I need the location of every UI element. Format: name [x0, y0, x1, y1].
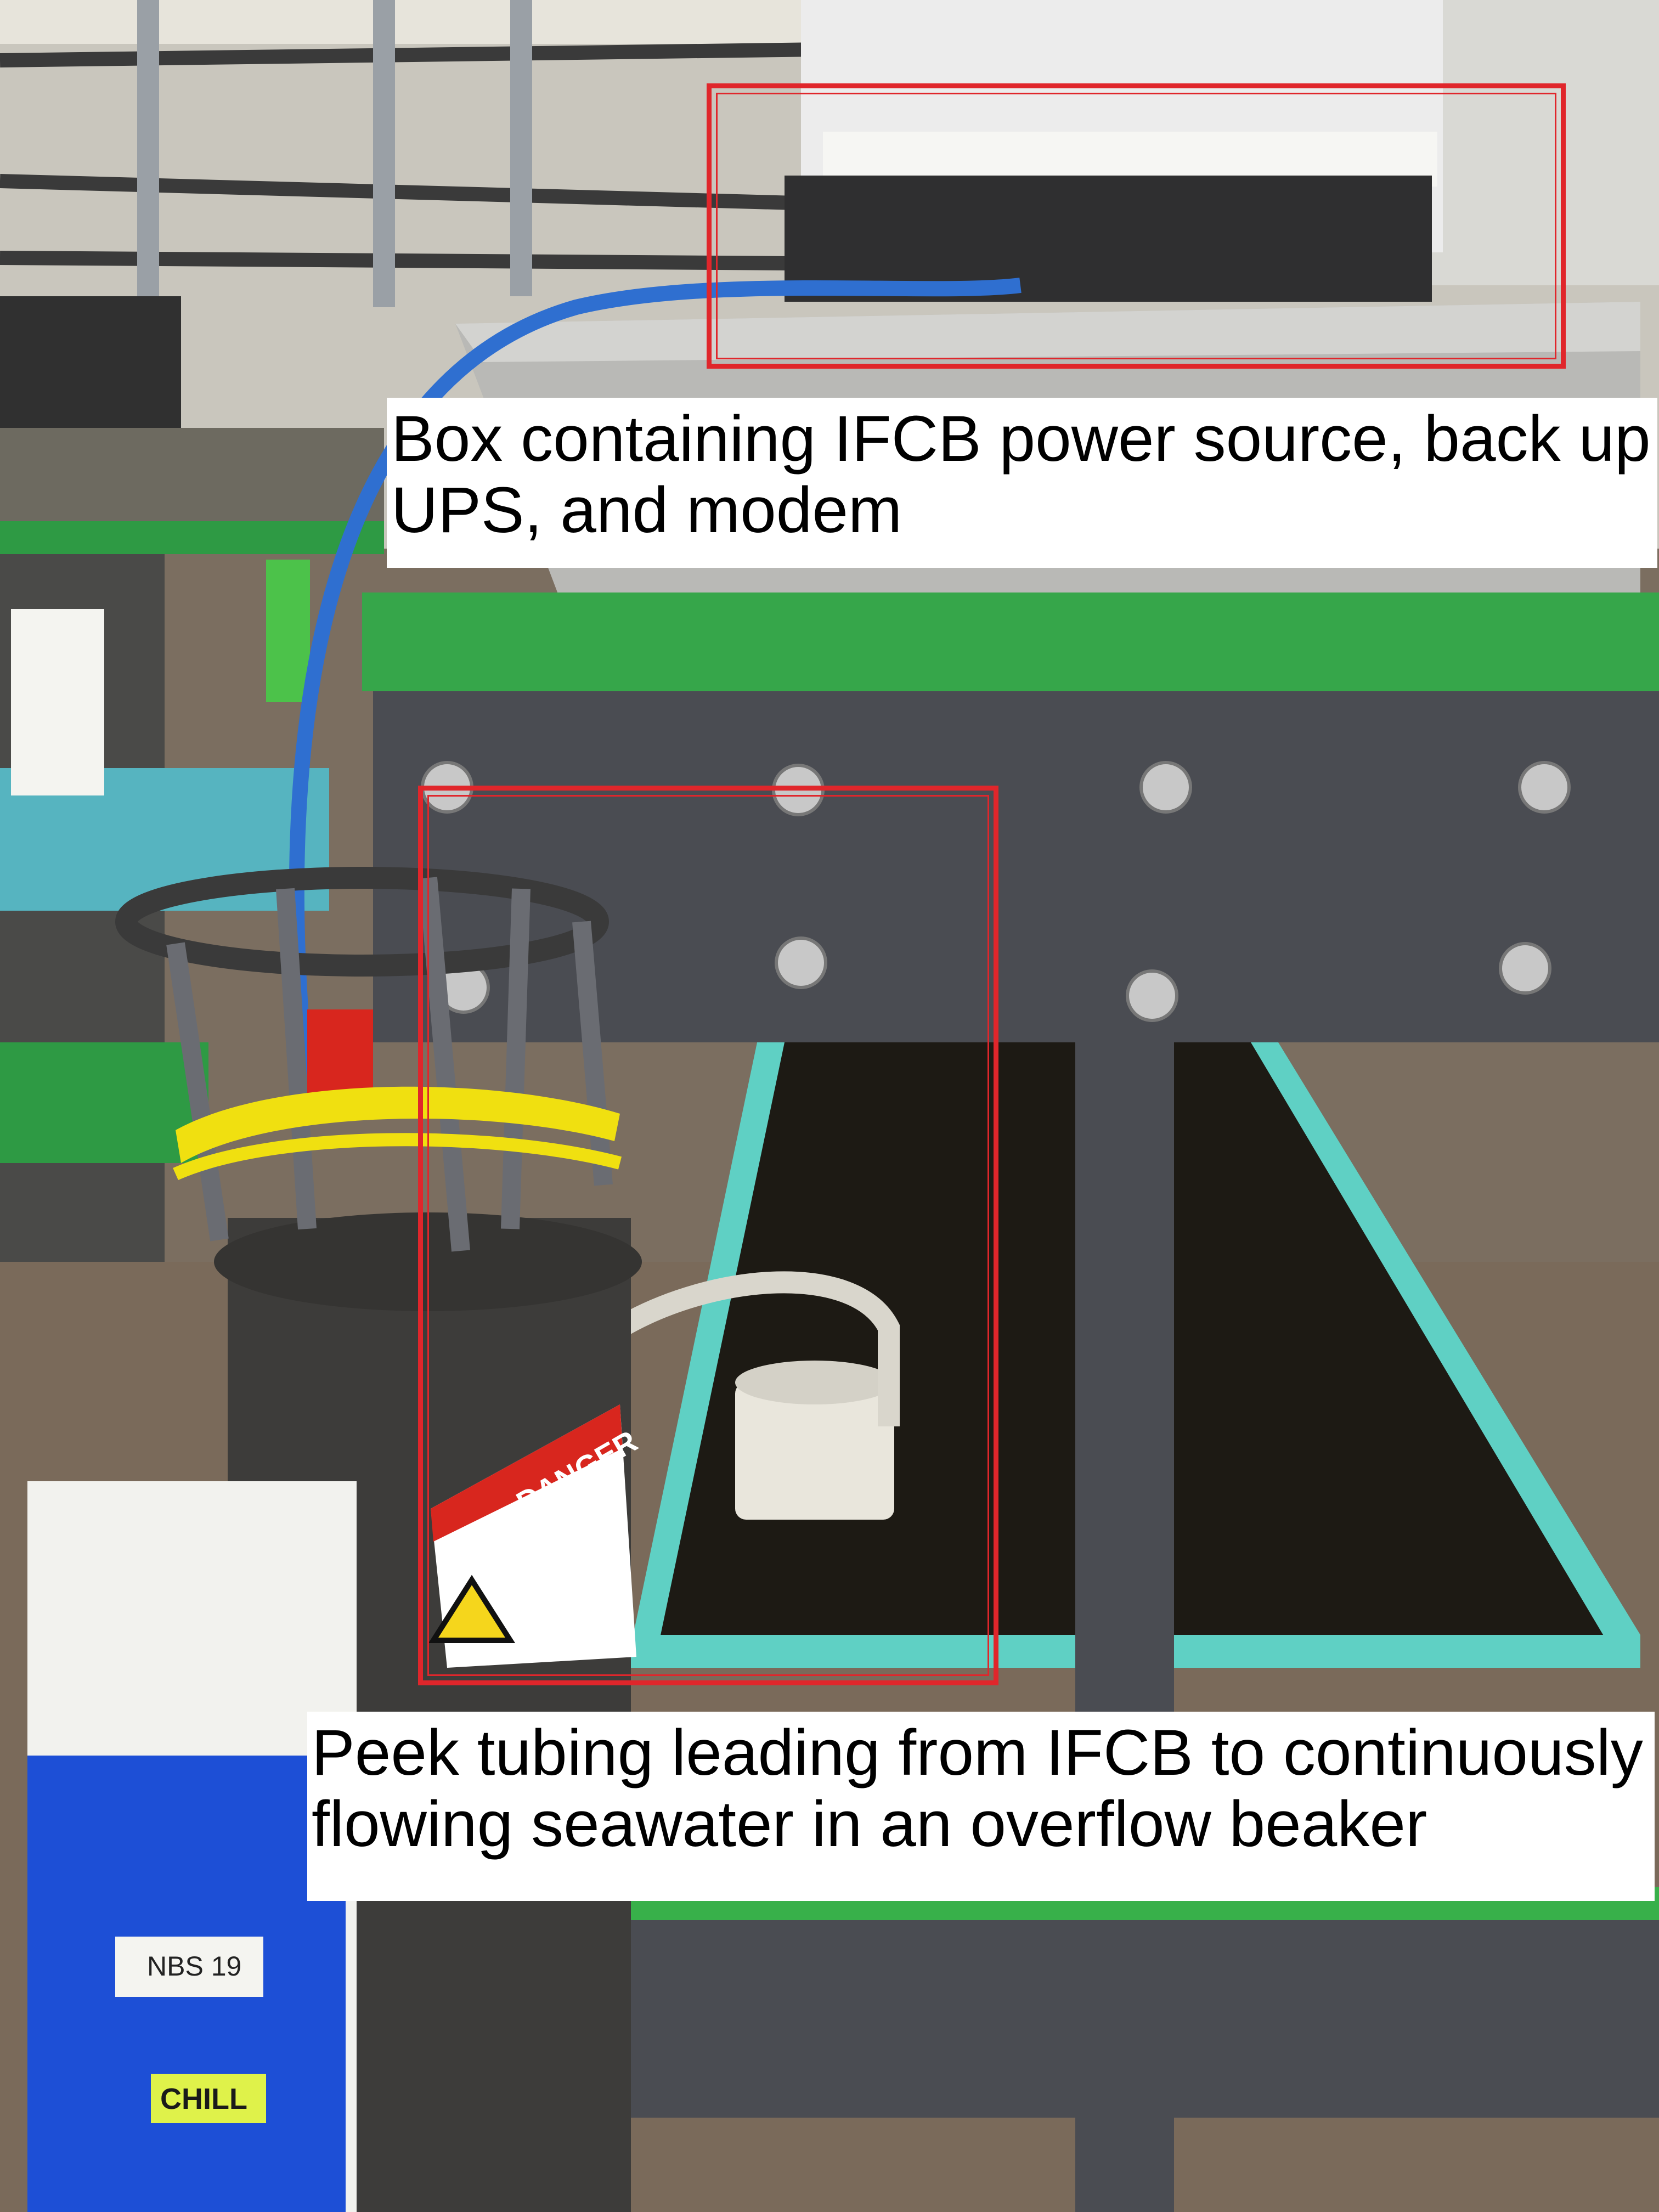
annotation-caption-electronics: Box containing IFCB power source, back u… — [387, 398, 1657, 568]
cooler-tag: NBS 19 — [147, 1951, 242, 1982]
annotation-box-electronics — [707, 83, 1566, 369]
annotation-caption-tubing: Peek tubing leading from IFCB to continu… — [307, 1712, 1655, 1901]
annotation-box-tubing — [418, 786, 998, 1685]
cooler-sticker: CHILL — [160, 2083, 247, 2115]
